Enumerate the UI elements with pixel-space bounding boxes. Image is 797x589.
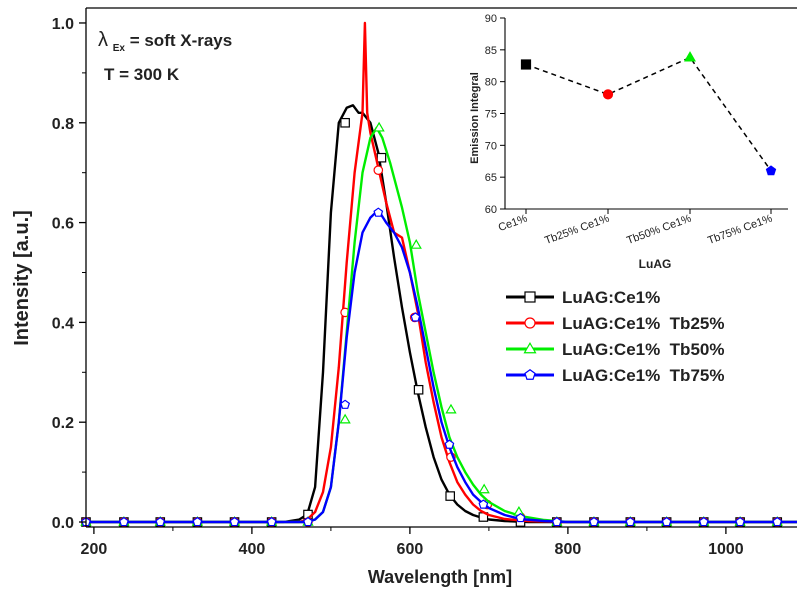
inset-y-tick-label: 80: [485, 77, 497, 89]
inset-y-tick-label: 70: [485, 140, 497, 152]
legend-item-luag-ce1-tb25: LuAG:Ce1% Tb25%: [506, 314, 724, 333]
inset-y-tick-label: 75: [485, 109, 497, 121]
legend-marker-luag-ce1: [525, 292, 535, 302]
y-tick-label: 0.8: [52, 116, 74, 133]
data-point-luag-ce1-tb25: [374, 166, 382, 174]
lambda-symbol: λ: [98, 29, 108, 51]
legend-label-luag-ce1: LuAG:Ce1%: [562, 288, 660, 307]
data-point-luag-ce1-tb50: [514, 507, 523, 515]
legend-label-luag-ce1-tb75: LuAG:Ce1% Tb75%: [562, 366, 724, 385]
x-tick-label: 800: [555, 541, 582, 558]
legend-item-luag-ce1-tb75: LuAG:Ce1% Tb75%: [506, 366, 724, 385]
excitation-annotation: λ Ex = soft X-rays: [98, 29, 232, 55]
lambda-subscript: Ex: [113, 43, 126, 54]
legend-item-luag-ce1: LuAG:Ce1%: [506, 288, 660, 307]
temperature-annotation: T = 300 K: [104, 65, 180, 84]
x-axis-label: Wavelength [nm]: [368, 567, 512, 587]
legend: LuAG:Ce1% LuAG:Ce1% Tb25% LuAG:Ce1% Tb50% L…: [506, 288, 724, 385]
data-point-luag-ce1-tb50: [446, 405, 455, 413]
legend-label-luag-ce1-tb25: LuAG:Ce1% Tb25%: [562, 314, 724, 333]
legend-marker-luag-ce1-tb25: [525, 318, 535, 328]
data-point-luag-ce1: [341, 119, 349, 127]
inset-y-tick-label: 65: [485, 172, 497, 184]
inset-y-tick-label: 60: [485, 204, 497, 216]
data-point-luag-ce1-tb50: [374, 123, 383, 131]
x-tick-label: 600: [397, 541, 424, 558]
y-tick-label: 0.6: [52, 216, 74, 233]
x-tick-label: 400: [239, 541, 266, 558]
inset-y-tick-label: 90: [485, 13, 497, 25]
inset-chart: 60657075808590Ce1%Tb25% Ce1%Tb50% Ce1%Tb…: [468, 10, 790, 278]
y-tick-label: 0.2: [52, 415, 74, 432]
y-tick-label: 1.0: [52, 16, 74, 33]
data-point-luag-ce1-tb50: [412, 240, 421, 248]
data-point-luag-ce1: [446, 492, 454, 500]
data-point-luag-ce1-tb75: [341, 400, 349, 408]
x-tick-label: 200: [81, 541, 108, 558]
y-tick-label: 0.4: [52, 315, 74, 332]
inset-y-axis-label: Emission Integral: [469, 72, 481, 164]
data-point-luag-ce1-tb50: [480, 485, 489, 493]
data-point-luag-ce1: [414, 386, 422, 394]
inset-x-axis-label: LuAG: [639, 257, 672, 271]
x-tick-label: 1000: [708, 541, 744, 558]
legend-label-luag-ce1-tb50: LuAG:Ce1% Tb50%: [562, 340, 724, 359]
legend-item-luag-ce1-tb50: LuAG:Ce1% Tb50%: [506, 340, 724, 359]
lambda-text: = soft X-rays: [130, 31, 233, 50]
legend-marker-luag-ce1-tb75: [525, 370, 535, 379]
inset-point-tb25-ce1: [604, 90, 613, 99]
data-point-luag-ce1-tb50: [341, 415, 350, 423]
data-point-luag-ce1-tb75: [374, 208, 382, 216]
y-axis-label: Intensity [a.u.]: [11, 210, 33, 346]
data-point-luag-ce1: [377, 154, 385, 162]
y-tick-label: 0.0: [52, 515, 74, 532]
inset-y-tick-label: 85: [485, 45, 497, 57]
inset-point-ce1: [522, 60, 531, 69]
